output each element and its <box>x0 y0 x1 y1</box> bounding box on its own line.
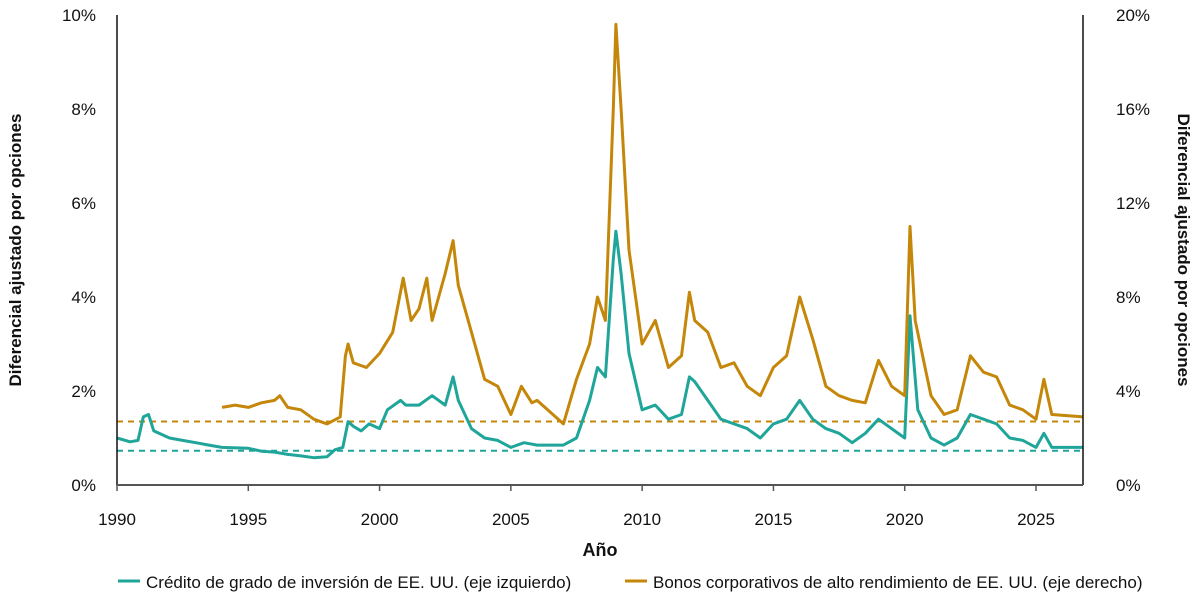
y-left-tick-label: 0% <box>71 476 96 495</box>
x-tick-label: 2000 <box>361 510 399 529</box>
x-axis-title: Año <box>583 540 618 560</box>
y-right-tick-label: 12% <box>1116 194 1150 213</box>
series-line-high-yield <box>221 22 1084 426</box>
x-tick-label: 1990 <box>98 510 136 529</box>
left-axis-title: Diferencial ajustado por opciones <box>6 113 25 386</box>
y-right-tick-label: 4% <box>1116 382 1141 401</box>
y-left-tick-label: 8% <box>71 100 96 119</box>
x-tick-label: 2025 <box>1017 510 1055 529</box>
y-left-tick-label: 4% <box>71 288 96 307</box>
y-left-tick-label: 10% <box>62 6 96 25</box>
y-right-tick-label: 0% <box>1116 476 1141 495</box>
x-tick-label: 2005 <box>492 510 530 529</box>
y-left-tick-label: 6% <box>71 194 96 213</box>
y-right-tick-label: 16% <box>1116 100 1150 119</box>
legend: Crédito de grado de inversión de EE. UU.… <box>118 573 1142 592</box>
series-line-investment-grade <box>116 229 1084 460</box>
y-left-tick-label: 2% <box>71 382 96 401</box>
y-right-tick-label: 20% <box>1116 6 1150 25</box>
legend-label-hy: Bonos corporativos de alto rendimiento d… <box>653 573 1142 592</box>
right-axis-title: Diferencial ajustado por opciones <box>1174 113 1193 386</box>
x-tick-label: 2010 <box>623 510 661 529</box>
y-right-tick-label: 8% <box>1116 288 1141 307</box>
x-tick-label: 2015 <box>755 510 793 529</box>
x-tick-label: 1995 <box>229 510 267 529</box>
legend-label-ig: Crédito de grado de inversión de EE. UU.… <box>146 573 571 592</box>
x-tick-label: 2020 <box>886 510 924 529</box>
